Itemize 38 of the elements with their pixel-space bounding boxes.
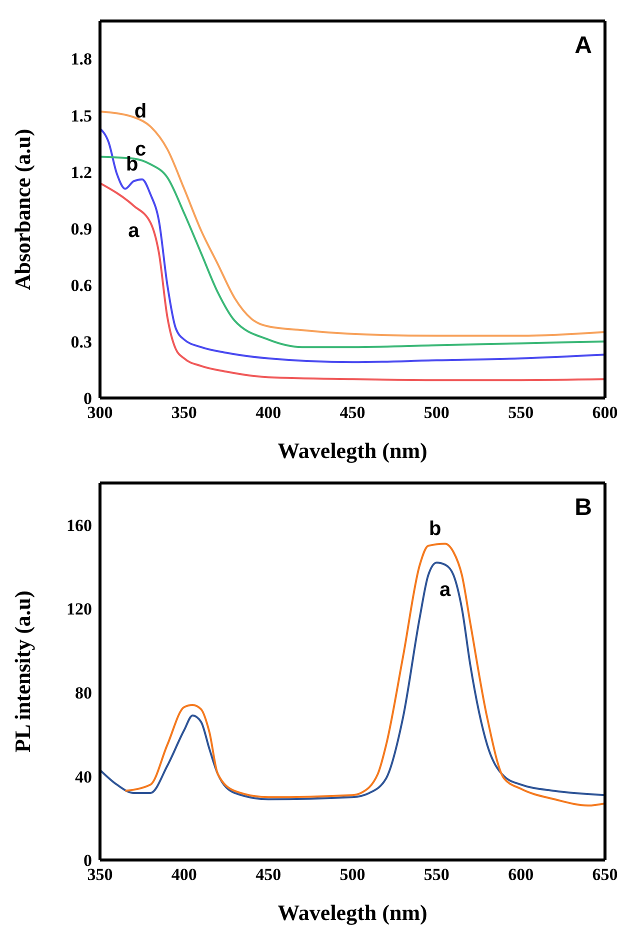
y-tick-label: 1.8: [70, 50, 92, 69]
y-axis-title: Absorbance (a.u): [10, 128, 35, 290]
x-tick-label: 350: [171, 403, 197, 422]
annotation: A: [574, 32, 592, 60]
annotation: d: [134, 100, 147, 123]
x-axis-title: Wavelegth (nm): [278, 900, 428, 925]
x-tick-label: 500: [340, 865, 366, 884]
annotation: B: [574, 494, 592, 522]
annotation: a: [440, 578, 452, 601]
line-series: [100, 127, 605, 364]
x-tick-label: 600: [508, 865, 534, 884]
x-tick-label: 650: [592, 865, 618, 884]
annotation: a: [128, 220, 140, 242]
y-tick-label: 120: [66, 600, 92, 619]
y-tick-label: 1.5: [70, 106, 92, 126]
y-axis-title: PL intensity (a.u): [10, 590, 35, 752]
y-tick-label: 80: [75, 683, 92, 702]
line-series: [100, 182, 605, 382]
x-tick-label: 600: [592, 403, 618, 422]
y-tick-label: 40: [75, 767, 92, 786]
y-tick-label: 0.6: [70, 276, 92, 295]
y-tick-label: 0.3: [70, 332, 92, 352]
annotation: b: [428, 518, 442, 540]
annotation: c: [134, 138, 146, 160]
x-axis-title: Wavelegth (nm): [278, 438, 428, 463]
y-tick-label: 0.9: [70, 219, 92, 238]
line-series: [100, 156, 605, 348]
x-tick-label: 350: [87, 865, 113, 884]
x-tick-label: 400: [171, 865, 197, 884]
x-tick-label: 300: [87, 403, 113, 422]
x-tick-label: 450: [340, 403, 366, 422]
y-tick-label: 1.2: [70, 162, 92, 182]
x-tick-label: 550: [508, 403, 534, 422]
x-tick-label: 450: [256, 865, 282, 884]
x-tick-label: 550: [424, 865, 450, 884]
y-tick-label: 160: [66, 516, 92, 535]
x-tick-label: 500: [424, 403, 450, 422]
x-tick-label: 400: [256, 403, 282, 422]
